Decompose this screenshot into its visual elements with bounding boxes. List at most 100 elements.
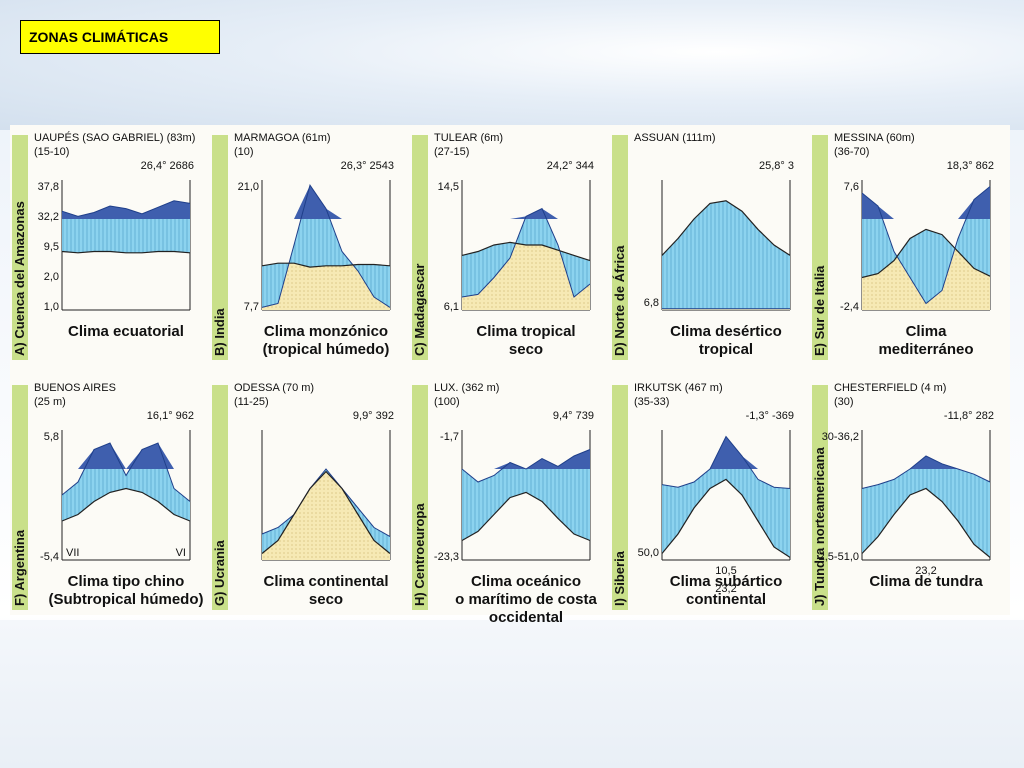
region-label: C) Madagascar <box>412 264 427 356</box>
station-coords: (27-15) <box>434 146 469 158</box>
region-label: I) Siberia <box>612 550 627 606</box>
annotation: 23,2 <box>715 583 736 595</box>
chart-panel-3: C) Madagascar TULEAR (6m) (27-15) 24,2° 344… <box>412 132 594 360</box>
region-tab <box>812 135 828 360</box>
y-tick-label: 2,5-51,0 <box>819 551 859 563</box>
region-tab <box>612 385 628 610</box>
y-tick-label: 50,0 <box>638 547 659 559</box>
precipitation-area <box>262 185 390 308</box>
region-label: E) Sur de Italia <box>812 265 827 356</box>
y-tick-label: -2,4 <box>840 301 859 313</box>
station-coords: (10) <box>234 146 254 158</box>
climate-summary: 24,2° 344 <box>547 160 594 172</box>
precipitation-excess <box>262 185 390 219</box>
region-label: B) India <box>212 308 227 356</box>
station-coords: (30) <box>834 396 854 408</box>
precipitation-area <box>462 208 590 297</box>
station-coords: (15-10) <box>34 146 69 158</box>
climate-summary: -1,3° -369 <box>746 410 794 422</box>
precipitation-excess <box>62 200 190 219</box>
precipitation-area <box>62 443 190 521</box>
annotation: 23,2 <box>915 565 936 577</box>
chart-panel-9: I) Siberia IRKUTSK (467 m) (35-33) -1,3° -3… <box>612 382 794 610</box>
y-tick-label: 7,7 <box>244 301 259 313</box>
temperature-line <box>261 262 391 268</box>
precipitation-area <box>862 456 990 558</box>
lower-background <box>0 620 1024 768</box>
temperature-line <box>61 487 191 522</box>
climate-caption: mediterráneo <box>878 341 973 358</box>
region-label: A) Cuenca del Amazonas <box>12 201 27 356</box>
y-tick-label: 1,0 <box>44 301 59 313</box>
region-label: G) Ucrania <box>212 539 227 606</box>
precipitation-line <box>261 468 391 538</box>
y-tick-label: 9,5 <box>44 241 59 253</box>
climate-caption: seco <box>509 341 543 358</box>
region-label: H) Centroeuropa <box>412 503 427 606</box>
region-label: F) Argentina <box>12 529 27 606</box>
temperature-line <box>261 470 391 554</box>
precipitation-excess <box>862 186 990 219</box>
station-name: ODESSA (70 m) <box>234 382 314 394</box>
climate-caption: Clima desértico <box>670 323 782 340</box>
station-name: LUX. (362 m) <box>434 382 499 394</box>
climate-caption: Clima tropical <box>476 323 575 340</box>
station-name: BUENOS AIRES <box>34 382 116 394</box>
station-name: IRKUTSK (467 m) <box>634 382 723 394</box>
region-label: D) Norte de África <box>612 245 627 356</box>
precipitation-excess <box>462 449 590 469</box>
annotation: 10,5 <box>715 565 736 577</box>
x-tick-label: VII <box>66 547 79 559</box>
chart-panel-2: B) India MARMAGOA (61m) (10) 26,3° 2543 21,0… <box>212 132 394 360</box>
climate-caption: Clima ecuatorial <box>68 323 184 340</box>
region-tab <box>212 385 228 610</box>
precipitation-line <box>461 449 591 483</box>
climate-caption: Clima de tundra <box>869 573 983 590</box>
precipitation-excess <box>862 456 990 469</box>
chart-panel-6: F) Argentina BUENOS AIRES (25 m) 16,1° 962 5… <box>12 382 204 610</box>
y-tick-label: 14,5 <box>438 181 459 193</box>
climate-summary: 9,4° 739 <box>553 410 594 422</box>
y-tick-label: 37,8 <box>38 181 59 193</box>
y-tick-label: 32,2 <box>38 211 59 223</box>
station-coords: (36-70) <box>834 146 869 158</box>
region-tab <box>12 385 28 610</box>
temperature-line <box>461 491 591 542</box>
station-coords: (25 m) <box>34 396 66 408</box>
climate-caption: Clima oceánico <box>471 573 581 590</box>
y-tick-label: -23,3 <box>434 551 459 563</box>
precipitation-line <box>861 455 991 489</box>
station-coords: (35-33) <box>634 396 669 408</box>
y-tick-label: 2,0 <box>44 271 59 283</box>
y-tick-label: -5,4 <box>40 551 59 563</box>
precipitation-line <box>261 184 391 308</box>
y-tick-label: 5,8 <box>44 431 59 443</box>
y-tick-label: -1,7 <box>440 431 459 443</box>
climate-caption: Clima continental <box>263 573 388 590</box>
region-tab <box>212 135 228 360</box>
y-tick-label: 6,8 <box>644 297 659 309</box>
chart-panel-5: E) Sur de Italia MESSINA (60m) (36-70) 18,3… <box>812 132 994 360</box>
climate-caption: (Subtropical húmedo) <box>49 591 204 608</box>
precipitation-area <box>862 186 990 304</box>
climate-summary: 16,1° 962 <box>147 410 194 422</box>
precipitation-line <box>661 435 791 489</box>
region-tab <box>812 385 828 610</box>
chart-panel-10: J) Tundra norteamericana CHESTERFIELD (4 … <box>812 382 994 610</box>
climate-summary: 25,8° 3 <box>759 160 794 172</box>
temperature-line <box>661 200 791 256</box>
climate-summary: 26,3° 2543 <box>341 160 394 172</box>
climate-caption: Clima <box>906 323 948 340</box>
climate-caption: occidental <box>489 609 563 626</box>
region-tab <box>412 135 428 360</box>
precipitation-excess <box>662 436 790 469</box>
page-title: ZONAS CLIMÁTICAS <box>20 20 220 54</box>
climate-caption: Clima subártico <box>670 573 783 590</box>
climate-summary: -11,8° 282 <box>944 410 994 422</box>
dry-area <box>262 471 390 560</box>
x-tick-label: VI <box>176 547 186 559</box>
dry-area <box>262 263 390 310</box>
y-tick-label: 30-36,2 <box>822 431 859 443</box>
region-tab <box>412 385 428 610</box>
